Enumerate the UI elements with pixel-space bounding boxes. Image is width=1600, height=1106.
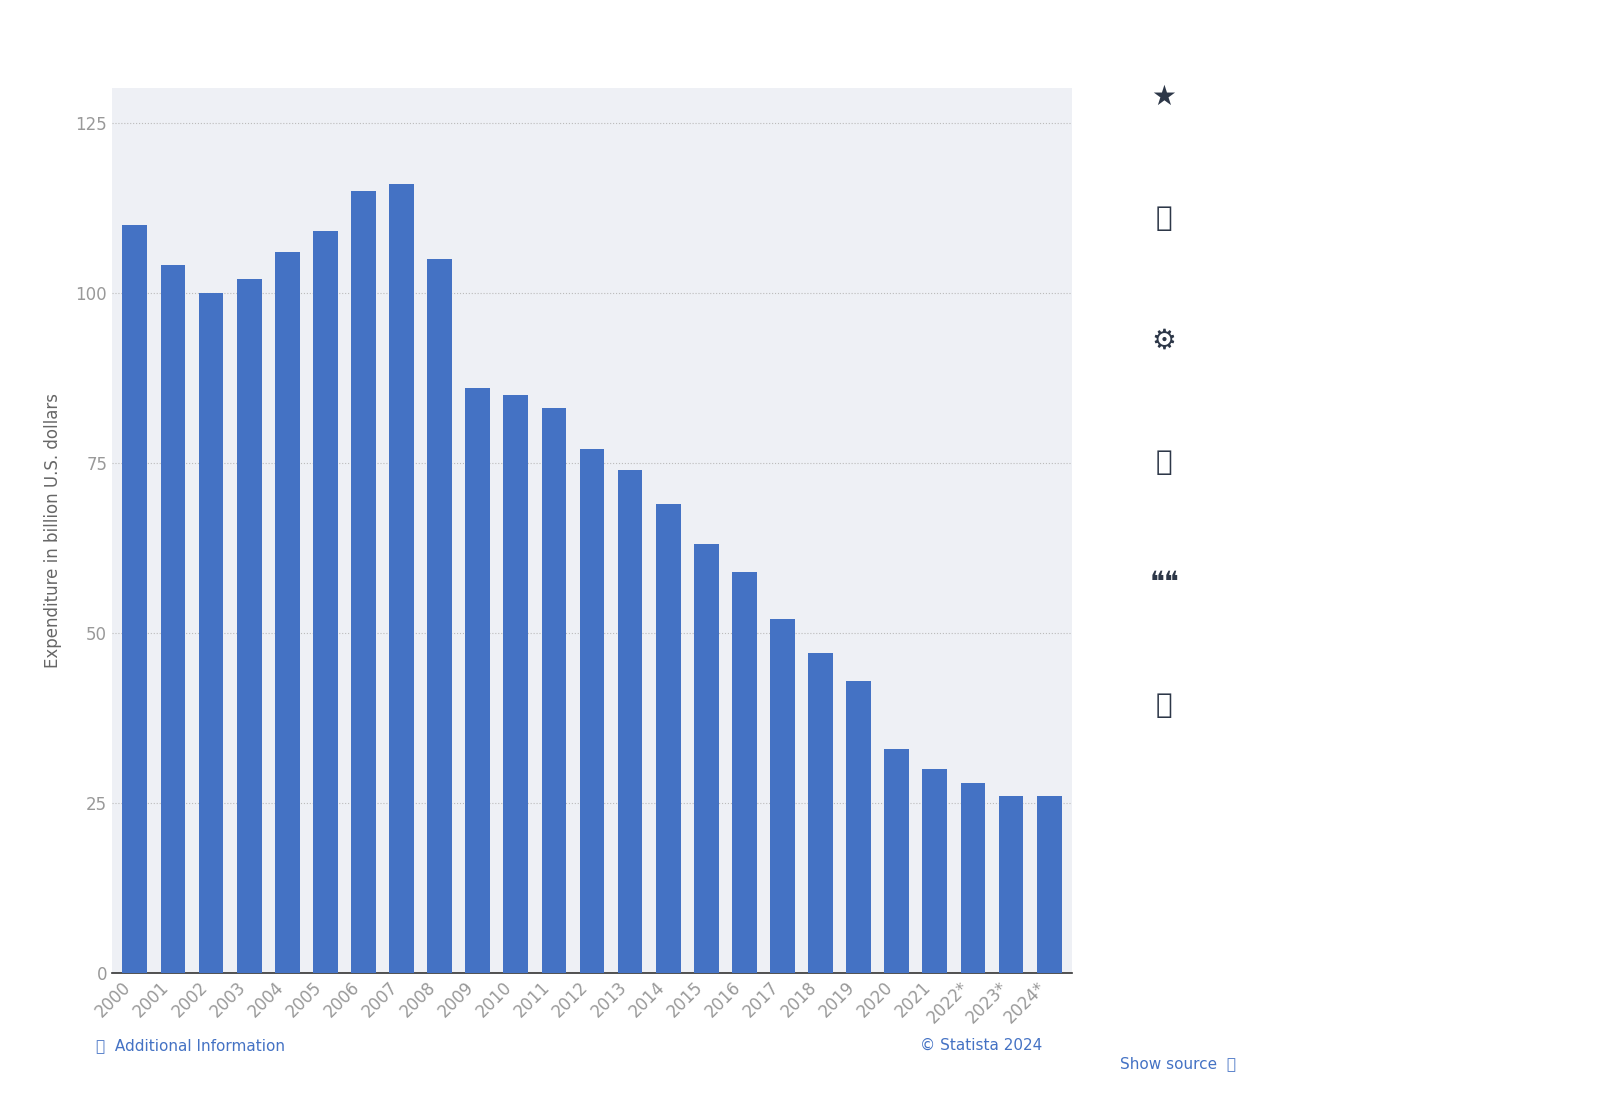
Text: 🔗: 🔗 [1155,448,1173,476]
Bar [998,796,1024,973]
Bar [314,231,338,973]
Bar [237,279,261,973]
Bar [618,470,643,973]
Bar [466,388,490,973]
Bar [733,572,757,973]
Text: ★: ★ [1152,83,1176,111]
Bar [656,503,680,973]
Bar [770,619,795,973]
Bar [350,190,376,973]
Text: © Statista 2024: © Statista 2024 [920,1037,1042,1053]
Bar [541,408,566,973]
Bar [808,654,834,973]
Bar [846,680,870,973]
Bar [160,265,186,973]
Bar [389,184,414,973]
Text: ❝❝: ❝❝ [1149,570,1179,597]
Bar [694,544,718,973]
Text: 🖨: 🖨 [1155,691,1173,719]
Bar [275,252,299,973]
Bar [579,449,605,973]
Bar [123,225,147,973]
Y-axis label: Expenditure in billion U.S. dollars: Expenditure in billion U.S. dollars [43,394,61,668]
Text: ⚙: ⚙ [1152,326,1176,354]
Text: ⓘ  Additional Information: ⓘ Additional Information [96,1037,285,1053]
Bar [923,769,947,973]
Text: Show source  ⓘ: Show source ⓘ [1120,1056,1235,1072]
Text: 🔔: 🔔 [1155,205,1173,232]
Bar [960,783,986,973]
Bar [198,293,224,973]
Bar [1037,796,1061,973]
Bar [885,749,909,973]
Bar [504,395,528,973]
Bar [427,259,451,973]
